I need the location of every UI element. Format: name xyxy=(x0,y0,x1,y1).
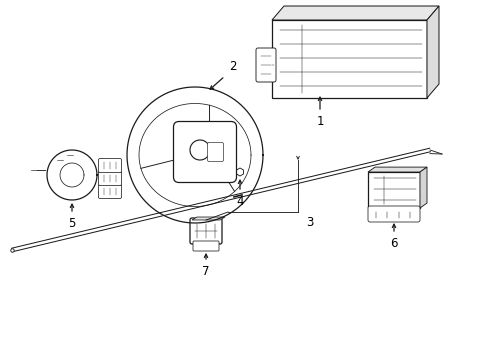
FancyBboxPatch shape xyxy=(256,48,275,82)
Text: 4: 4 xyxy=(236,195,243,208)
Text: 1: 1 xyxy=(316,115,323,128)
FancyBboxPatch shape xyxy=(190,218,222,244)
FancyBboxPatch shape xyxy=(98,171,121,185)
Text: 3: 3 xyxy=(305,216,313,229)
Text: 6: 6 xyxy=(389,237,397,250)
Polygon shape xyxy=(271,6,438,20)
Text: 2: 2 xyxy=(228,60,236,73)
FancyBboxPatch shape xyxy=(207,143,223,162)
Text: 7: 7 xyxy=(202,265,209,278)
Bar xyxy=(367,172,419,208)
FancyBboxPatch shape xyxy=(98,158,121,172)
Polygon shape xyxy=(367,167,426,172)
Polygon shape xyxy=(192,217,224,220)
Bar xyxy=(271,20,426,98)
FancyBboxPatch shape xyxy=(98,184,121,198)
FancyBboxPatch shape xyxy=(173,122,236,183)
Polygon shape xyxy=(426,6,438,98)
Text: 5: 5 xyxy=(68,217,76,230)
FancyBboxPatch shape xyxy=(367,206,419,222)
FancyBboxPatch shape xyxy=(193,241,219,251)
Polygon shape xyxy=(419,167,426,208)
